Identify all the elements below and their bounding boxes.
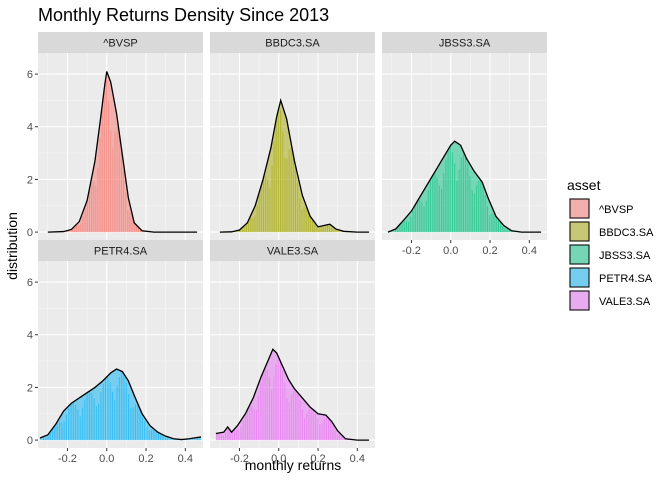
- legend-label: BBDC3.SA: [599, 227, 654, 239]
- x-tick-label: 0.2: [482, 245, 497, 257]
- x-tick-label: 0.2: [138, 453, 153, 465]
- x-tick-label: 0.0: [99, 453, 114, 465]
- facet-strip-label: VALE3.SA: [267, 246, 319, 258]
- chart-title: Monthly Returns Density Since 2013: [38, 5, 329, 25]
- facet-panel-vale3-sa: VALE3.SA -0.2 0.0 0.2 0.4: [210, 240, 375, 465]
- y-tick-label: 6: [27, 277, 33, 289]
- y-tick-label: 0: [27, 227, 33, 239]
- x-tick-label: -0.2: [58, 453, 77, 465]
- legend-label: JBSS3.SA: [599, 250, 651, 262]
- x-tick-label: -0.2: [230, 453, 249, 465]
- legend-title: asset: [567, 177, 601, 193]
- facet-strip: [38, 240, 203, 261]
- legend-item-bbdc3-sa: BBDC3.SA: [569, 221, 654, 242]
- density-line-petr4-sa: [39, 368, 202, 441]
- y-tick-label: 4: [27, 330, 33, 342]
- y-tick-label: 2: [27, 382, 33, 394]
- facet-strip-label: PETR4.SA: [94, 246, 148, 258]
- legend-swatch: [569, 290, 590, 311]
- facet-panel-bvsp: ^BVSP 0 2 4 6: [27, 32, 203, 240]
- density-area-bbdc3-sa: [219, 100, 370, 233]
- facet-strip: [382, 32, 547, 53]
- legend-item-jbss3-sa: JBSS3.SA: [569, 244, 651, 265]
- facet-strip-label: JBSS3.SA: [439, 38, 491, 50]
- x-tick-label: 0.4: [350, 453, 365, 465]
- density-line-jbss3-sa: [387, 140, 542, 233]
- facet-panel-jbss3-sa: JBSS3.SA -0.2 0.0 0.2 0.4: [382, 32, 547, 257]
- legend-label: PETR4.SA: [599, 273, 653, 285]
- legend-swatch: [569, 267, 590, 288]
- y-tick-label: 4: [27, 122, 33, 134]
- facet-strip: [210, 240, 375, 261]
- density-area-petr4-sa: [39, 368, 202, 441]
- legend: asset ^BVSP BBDC3.SA JBSS3.SA PETR4.SA VALE3…: [567, 177, 654, 311]
- facet-panel-bbdc3-sa: BBDC3.SA: [210, 32, 375, 240]
- x-axis-title: monthly returns: [245, 457, 341, 473]
- legend-item-petr4-sa: PETR4.SA: [569, 267, 653, 288]
- density-line-bbdc3-sa: [219, 98, 370, 233]
- x-tick-label: 0.2: [310, 453, 325, 465]
- y-axis-title: distribution: [4, 212, 20, 280]
- legend-label: ^BVSP: [599, 204, 634, 216]
- legend-item-vale3-sa: VALE3.SA: [569, 290, 651, 311]
- facet-strip: [38, 32, 203, 53]
- density-area-bvsp: [47, 71, 198, 233]
- legend-swatch: [569, 244, 590, 265]
- y-tick-label: 2: [27, 174, 33, 186]
- density-area-jbss3-sa: [387, 141, 542, 233]
- y-tick-label: 0: [27, 435, 33, 447]
- density-line-vale3-sa: [215, 348, 370, 441]
- facet-panel-petr4-sa: PETR4.SA 0 2 4 6 -0.2 0.0 0.2 0.4: [27, 240, 203, 465]
- legend-swatch: [569, 198, 590, 219]
- x-tick-label: 0.0: [443, 245, 458, 257]
- x-tick-label: 0.4: [178, 453, 193, 465]
- x-tick-label: -0.2: [402, 245, 421, 257]
- facet-strip-label: ^BVSP: [103, 38, 138, 50]
- density-line-bvsp: [47, 71, 198, 233]
- legend-swatch: [569, 221, 590, 242]
- facet-strip-label: BBDC3.SA: [265, 38, 320, 50]
- density-area-vale3-sa: [215, 349, 370, 441]
- facet-strip: [210, 32, 375, 53]
- x-tick-label: 0.0: [271, 453, 286, 465]
- x-tick-label: 0.4: [522, 245, 537, 257]
- y-tick-label: 6: [27, 69, 33, 81]
- legend-item-bvsp: ^BVSP: [569, 198, 634, 219]
- legend-label: VALE3.SA: [599, 296, 651, 308]
